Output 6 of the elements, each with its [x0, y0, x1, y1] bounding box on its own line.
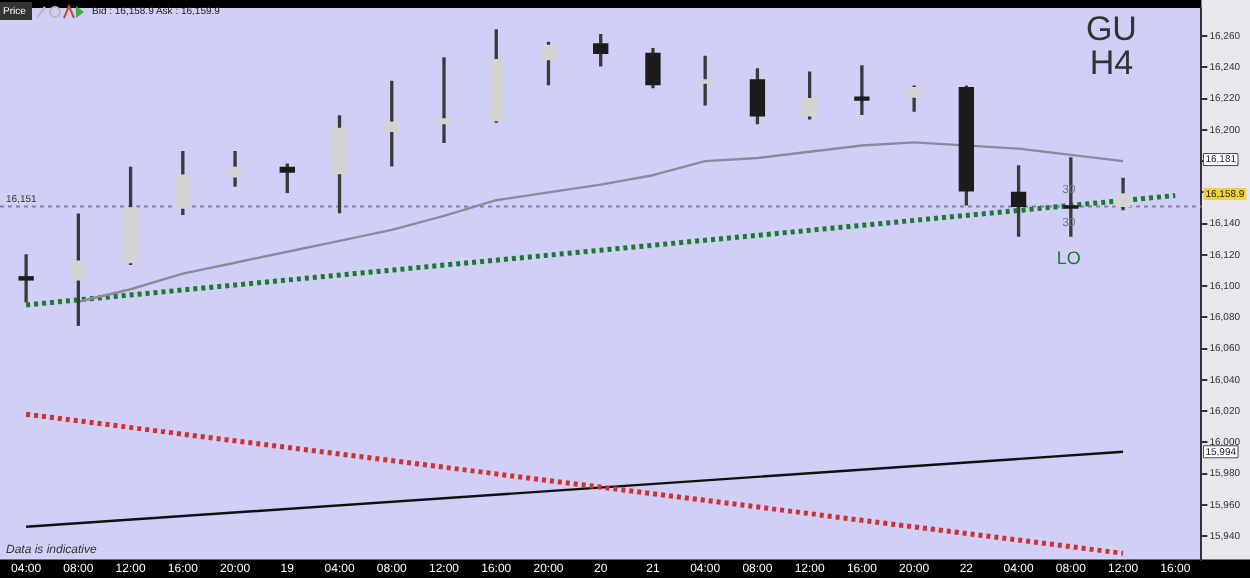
candlestick — [854, 65, 870, 115]
candlestick — [436, 57, 452, 144]
annotation: LO — [1056, 247, 1081, 268]
candlestick — [18, 254, 34, 303]
text: H4 — [1089, 44, 1134, 83]
chart-title: GU — [1085, 10, 1137, 49]
